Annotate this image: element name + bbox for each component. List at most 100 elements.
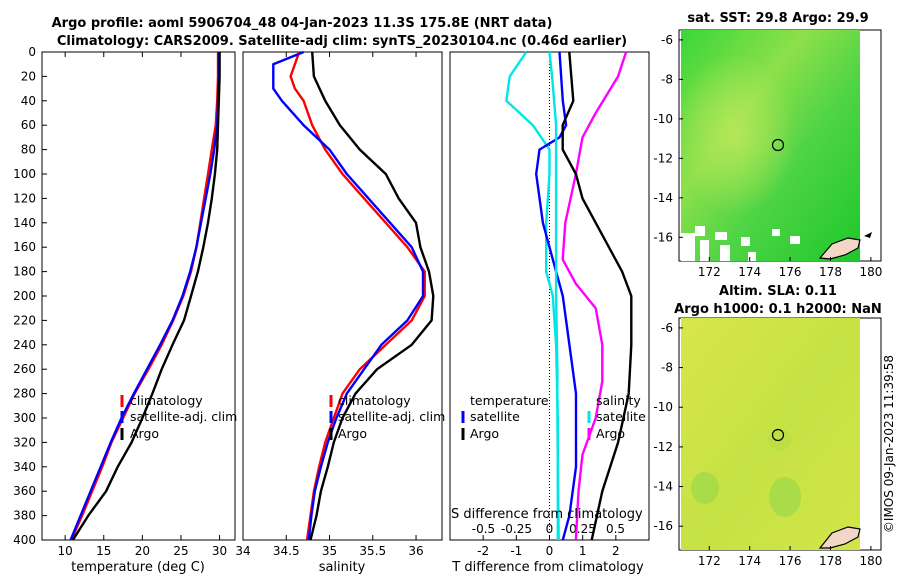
t-difference-legend: temperature satellite Argo xyxy=(461,393,549,441)
t-diff-tick-label: 0 xyxy=(546,544,554,558)
depth-tick-label: 140 xyxy=(13,216,36,230)
t-diff-tick-label: -2 xyxy=(477,544,489,558)
depth-tick-label: 300 xyxy=(13,411,36,425)
island xyxy=(864,232,872,238)
legend-label-argo: Argo xyxy=(338,426,367,441)
x-tick-label: 35 xyxy=(322,544,337,558)
series-line-satellite-adj-clim xyxy=(272,50,425,541)
argo-location-marker xyxy=(771,138,785,152)
x-tick-label: 10 xyxy=(58,544,73,558)
sla-map: Altim. SLA: 0.11 Argo h1000: 0.1 h2000: … xyxy=(653,284,882,568)
lat-tick-label: -10 xyxy=(653,112,673,126)
t-diff-tick-label: 1 xyxy=(579,544,587,558)
temperature-profiles xyxy=(69,52,221,541)
sla-map-title-line2: Argo h1000: 0.1 h2000: NaN xyxy=(674,302,882,317)
series-line-s-argo-black- xyxy=(561,51,633,541)
t-diff-tick-label: 2 xyxy=(612,544,620,558)
depth-tick-label: 360 xyxy=(13,484,36,498)
temperature-xlabel: temperature (deg C) xyxy=(71,560,205,575)
depth-tick-label: 340 xyxy=(13,460,36,474)
lat-tick-label: -14 xyxy=(653,480,673,494)
lat-tick-label: -10 xyxy=(653,400,673,414)
sst-map-ticks: 172 174 176 178 180 -6 -8 -10 -12 -14 -16 xyxy=(653,33,882,279)
depth-tick-label: 280 xyxy=(13,387,36,401)
sst-missing-data xyxy=(681,226,800,261)
t-diff-tick-label: -1 xyxy=(510,544,522,558)
figure-title-line2: Climatology: CARS2009. Satellite-adj cli… xyxy=(57,34,627,49)
s-difference-legend: salinity satellite Argo xyxy=(587,393,646,441)
lat-tick-label: -6 xyxy=(661,33,673,47)
depth-tick-label: 0 xyxy=(28,45,36,59)
sla-low-patch xyxy=(691,472,719,504)
temperature-legend: climatology satellite-adj. clim Argo xyxy=(120,393,237,441)
depth-tick-label: 320 xyxy=(13,435,36,449)
lat-tick-label: -6 xyxy=(661,321,673,335)
legend-header-temperature: temperature xyxy=(470,393,549,408)
x-tick-label: 30 xyxy=(212,544,227,558)
depth-tick-label: 60 xyxy=(21,118,36,132)
lon-tick-label: 178 xyxy=(819,554,842,568)
difference-panel: -2 -1 0 1 2 -0.5 -0.25 0 0.25 0.5 S difference f… xyxy=(449,51,650,575)
argo-location-marker xyxy=(771,428,785,442)
s-diff-tick-label: -0.25 xyxy=(501,522,532,536)
legend-header-salinity: salinity xyxy=(596,393,641,408)
depth-tick-label: 80 xyxy=(21,143,36,157)
timestamp: ©IMOS 09-Jan-2023 11:39:58 xyxy=(882,355,896,533)
depth-tick-label: 380 xyxy=(13,509,36,523)
depth-tick-label: 220 xyxy=(13,313,36,327)
lat-tick-label: -16 xyxy=(653,230,673,244)
sst-map: sat. SST: 29.8 Argo: 29.9 172 174 176 178 18… xyxy=(653,11,882,279)
lon-tick-label: 176 xyxy=(779,265,802,279)
legend-label-satellite: satellite-adj. clim xyxy=(130,409,237,424)
depth-tick-label: 120 xyxy=(13,191,36,205)
series-line-argo xyxy=(71,52,221,541)
legend-label-climatology: climatology xyxy=(130,393,203,408)
lon-tick-label: 174 xyxy=(738,265,761,279)
x-tick-label: 15 xyxy=(96,544,111,558)
lon-tick-label: 178 xyxy=(819,265,842,279)
depth-tick-labels: 0 20 40 60 80 100 120 140 160 180 200 220 240 260 280 3… xyxy=(13,45,455,547)
legend-label-satellite: satellite-adj. clim xyxy=(338,409,445,424)
salinity-legend: climatology satellite-adj. clim Argo xyxy=(329,393,445,441)
lat-tick-label: -12 xyxy=(653,440,673,454)
sla-low-patch xyxy=(769,477,801,517)
depth-tick-label: 200 xyxy=(13,289,36,303)
series-line-satellite-adj-clim xyxy=(69,52,221,541)
figure-title-line1: Argo profile: aoml 5906704_48 04-Jan-202… xyxy=(52,16,553,31)
lon-tick-label: 180 xyxy=(859,554,882,568)
x-tick-label: 36 xyxy=(408,544,423,558)
difference-profiles xyxy=(505,51,633,541)
depth-tick-label: 240 xyxy=(13,338,36,352)
sla-map-ticks: 172 174 176 178 180 -6 -8 -10 -12 -14 -16 xyxy=(653,321,882,568)
legend-label-s-argo: Argo xyxy=(596,426,625,441)
salinity-tick-labels: 34 34.5 35 35.5 36 xyxy=(235,52,424,558)
lat-tick-label: -8 xyxy=(661,361,673,375)
lon-tick-label: 174 xyxy=(738,554,761,568)
legend-label-climatology: climatology xyxy=(338,393,411,408)
series-line-climatology xyxy=(289,51,426,541)
t-difference-tick-labels: -2 -1 0 1 2 xyxy=(477,535,620,558)
s-difference-label: S difference from climatology xyxy=(451,507,643,522)
legend-label-argo: Argo xyxy=(130,426,159,441)
x-tick-label: 35.5 xyxy=(359,544,386,558)
x-tick-label: 25 xyxy=(173,544,188,558)
salinity-profiles xyxy=(272,50,435,541)
lat-tick-label: -12 xyxy=(653,151,673,165)
series-line-t-argo xyxy=(535,51,578,541)
x-tick-label: 20 xyxy=(135,544,150,558)
legend-label-t-argo: Argo xyxy=(470,426,499,441)
legend-label-t-satellite: satellite xyxy=(470,409,520,424)
legend-label-s-satellite: satellite xyxy=(596,409,646,424)
series-line-argo xyxy=(309,51,435,541)
lat-tick-label: -8 xyxy=(661,72,673,86)
sla-map-title-line1: Altim. SLA: 0.11 xyxy=(719,284,837,299)
sst-warm-patch xyxy=(681,30,860,261)
fiji-land xyxy=(818,237,861,260)
x-tick-label: 34.5 xyxy=(273,544,300,558)
sst-map-title: sat. SST: 29.8 Argo: 29.9 xyxy=(687,11,868,26)
lat-tick-label: -16 xyxy=(653,519,673,533)
s-diff-tick-label: 0.5 xyxy=(606,522,625,536)
temperature-tick-labels: 10 15 20 25 30 xyxy=(58,52,227,558)
depth-tick-label: 180 xyxy=(13,265,36,279)
